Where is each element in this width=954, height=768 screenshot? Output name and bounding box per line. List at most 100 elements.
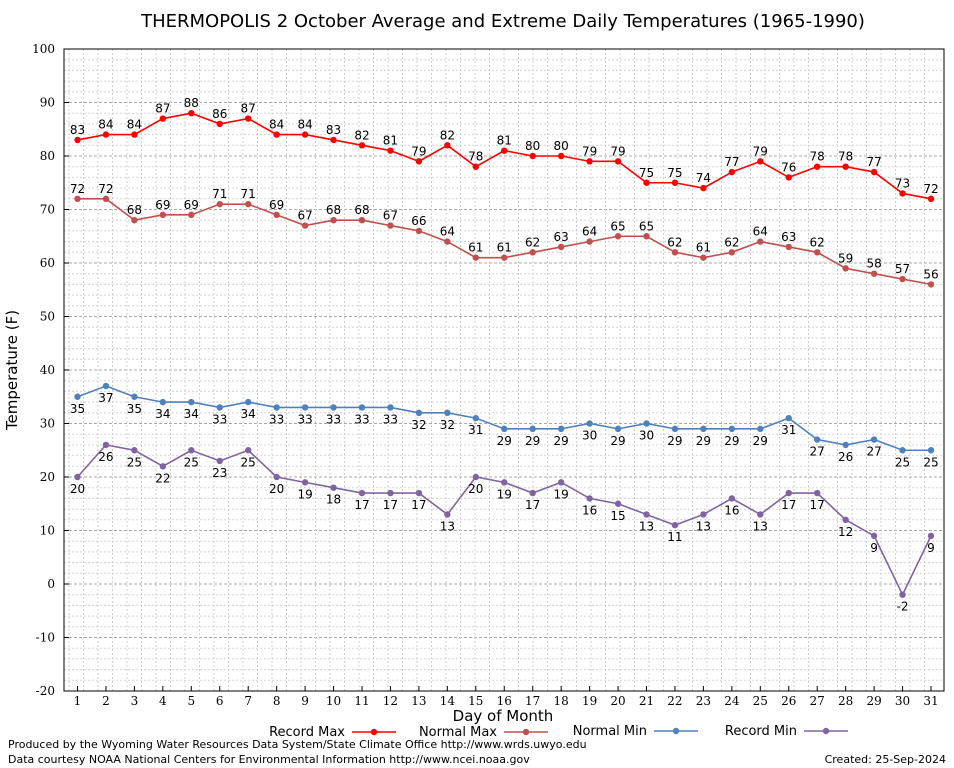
data-point — [899, 275, 906, 283]
series-record-min: 20 26 25 22 25 23 25 20 19 18 17 17 17 13 20 19 17 19 16 15… — [70, 441, 935, 614]
data-label: 33 — [269, 412, 284, 426]
data-point — [159, 398, 167, 406]
x-tick-label: 24 — [724, 694, 740, 708]
data-point — [444, 238, 451, 245]
data-label: 15 — [610, 509, 625, 523]
data-point — [358, 404, 366, 411]
data-point — [330, 136, 337, 144]
data-label: 13 — [753, 519, 768, 533]
data-label: 84 — [269, 118, 284, 132]
data-point — [757, 425, 764, 433]
data-label: 79 — [753, 144, 768, 158]
data-point — [700, 511, 707, 518]
data-label: 17 — [354, 498, 369, 512]
legend-swatch-marker — [370, 728, 378, 736]
data-label: 16 — [582, 503, 597, 517]
data-point — [273, 131, 280, 138]
data-label: 17 — [781, 498, 796, 512]
x-tick-label: 7 — [244, 694, 252, 708]
y-tick-label: 80 — [40, 149, 55, 163]
y-tick-label: 70 — [40, 203, 55, 217]
data-label: 33 — [326, 412, 341, 426]
x-tick-label: 29 — [866, 694, 881, 708]
data-label: 69 — [269, 198, 284, 212]
data-label: 58 — [866, 257, 881, 271]
data-point — [529, 425, 536, 433]
data-label: 65 — [610, 219, 625, 233]
y-tick-label: 40 — [40, 363, 55, 377]
data-point — [814, 436, 821, 443]
data-point — [785, 414, 792, 422]
data-label: 31 — [468, 423, 483, 437]
data-label: 33 — [212, 412, 227, 426]
data-point — [330, 217, 337, 224]
data-point — [188, 211, 195, 219]
x-tick-label: 6 — [216, 694, 224, 708]
data-point — [188, 398, 195, 406]
data-label: 20 — [269, 482, 284, 496]
x-tick-label: 18 — [554, 694, 569, 708]
data-label: 23 — [212, 466, 227, 480]
data-label: 9 — [870, 541, 878, 555]
data-point — [728, 168, 736, 176]
data-label: 30 — [639, 429, 654, 443]
data-point — [586, 238, 593, 245]
data-label: 17 — [383, 498, 398, 512]
data-label: 26 — [838, 450, 853, 464]
data-label: 81 — [383, 134, 398, 148]
data-label: 62 — [810, 235, 825, 249]
data-point — [501, 425, 508, 433]
x-axis-label: Day of Month — [453, 707, 554, 725]
grid — [64, 48, 944, 692]
data-point — [273, 211, 280, 219]
data-point — [415, 409, 423, 416]
data-point — [785, 489, 792, 497]
data-point — [557, 152, 565, 160]
data-point — [643, 511, 650, 518]
data-label: 19 — [297, 487, 312, 501]
data-label: 79 — [411, 144, 426, 158]
data-point — [927, 447, 935, 454]
data-label: 68 — [127, 203, 142, 217]
data-label: 71 — [212, 187, 227, 201]
x-tick-label: 11 — [354, 694, 369, 708]
data-label: 74 — [696, 171, 711, 185]
legend-label: Normal Min — [573, 724, 647, 739]
data-label: 27 — [810, 445, 825, 459]
series-normal-max: 72 72 68 69 69 71 71 69 67 68 68 67 66 64 61 61 62 63 64 65… — [70, 182, 939, 288]
data-point — [643, 233, 650, 240]
data-point — [216, 457, 223, 465]
data-point — [501, 479, 508, 486]
data-label: 66 — [411, 214, 426, 228]
data-label: 67 — [297, 209, 312, 223]
data-point — [74, 136, 81, 144]
data-label: 79 — [582, 144, 597, 158]
footer-data-courtesy: Data courtesy NOAA National Centers for … — [8, 753, 530, 766]
data-label: 64 — [440, 225, 455, 239]
data-point — [586, 420, 593, 427]
data-label: 84 — [127, 118, 142, 132]
x-tick-label: 10 — [326, 694, 341, 708]
data-point — [74, 195, 81, 202]
data-label: 62 — [724, 235, 739, 249]
data-point — [586, 158, 593, 165]
data-point — [728, 425, 736, 433]
data-label: 34 — [241, 407, 256, 421]
data-point — [415, 227, 423, 235]
data-point — [814, 489, 821, 497]
data-point — [472, 163, 479, 170]
data-point — [301, 131, 309, 138]
data-point — [814, 163, 821, 170]
footer-produced-by: Produced by the Wyoming Water Resources … — [8, 738, 587, 751]
y-tick-label: 10 — [40, 524, 55, 538]
data-point — [301, 404, 309, 411]
data-label: 61 — [468, 241, 483, 255]
data-point — [557, 425, 565, 433]
data-label: 25 — [923, 455, 938, 469]
x-tick-label: 30 — [895, 694, 910, 708]
x-tick-label: 31 — [923, 694, 938, 708]
data-label: 33 — [354, 412, 369, 426]
data-point — [671, 425, 679, 433]
data-label: 88 — [184, 96, 199, 110]
data-label: 13 — [639, 519, 654, 533]
